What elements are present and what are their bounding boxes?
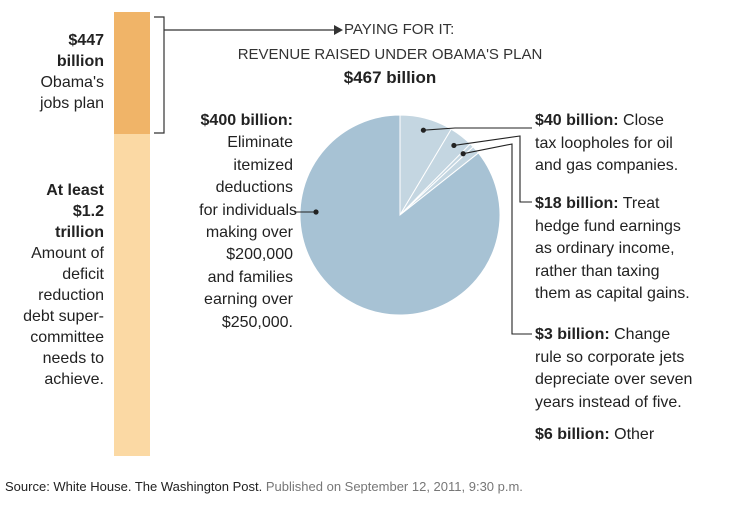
leader-lines: [294, 127, 532, 335]
deficit-amount-line1: At least: [46, 182, 104, 199]
slice-label-6: $6 billion: Other: [535, 424, 654, 447]
deficit-reduction-label: At least $1.2 trillion Amount of deficit…: [8, 180, 104, 390]
leader-dot-18: [451, 142, 457, 149]
leader-dot-400: [313, 209, 319, 215]
deficit-desc-0: Amount of: [31, 245, 104, 262]
deficit-desc-6: achieve.: [44, 371, 104, 388]
slice-desc-18-first: Treat: [622, 195, 660, 212]
slice-desc-400-7: earning over: [204, 291, 293, 309]
slice-desc-18-2: rather than taxing: [535, 262, 660, 280]
slice-label-400: $400 billion: Eliminate itemized deducti…: [150, 110, 297, 334]
slice-400: [299, 114, 501, 316]
slice-desc-3-2: years instead of five.: [535, 393, 682, 411]
slice-desc-400-1: itemized: [233, 156, 293, 174]
published-text: Published on September 12, 2011, 9:30 p.…: [265, 479, 523, 494]
deficit-desc-5: needs to: [42, 350, 104, 367]
slice-desc-400-5: $200,000: [226, 246, 293, 264]
slice-desc-3-first: Change: [614, 326, 671, 343]
slice-label-3: $3 billion: Change rule so corporate jet…: [535, 324, 692, 414]
slice-desc-18-0: hedge fund earnings: [535, 217, 681, 235]
source-line: Source: White House. The Washington Post…: [5, 479, 523, 494]
slice-amount-18: $18 billion:: [535, 195, 619, 212]
slice-desc-18-1: as ordinary income,: [535, 240, 675, 257]
slice-amount-3: $3 billion:: [535, 326, 610, 343]
pie-chart: [299, 114, 501, 316]
deficit-reduction-bar-segment: [114, 134, 150, 456]
deficit-desc-3: debt super-: [23, 308, 104, 325]
leader-line-40: [423, 127, 532, 131]
slice-amount-40: $40 billion:: [535, 112, 619, 129]
slice-amount-6: $6 billion:: [535, 426, 610, 443]
source-text: Source: White House. The Washington Post…: [5, 479, 263, 494]
slice-label-40: $40 billion: Close tax loopholes for oil…: [535, 110, 678, 178]
slice-desc-400-8: $250,000.: [221, 313, 293, 331]
slice-amount-400: $400 billion:: [200, 112, 293, 129]
slice-label-18: $18 billion: Treat hedge fund earnings a…: [535, 193, 690, 306]
deficit-desc-2: reduction: [38, 287, 104, 304]
leader-line-18: [453, 135, 532, 203]
deficit-desc-4: committee: [30, 329, 104, 346]
chart-title-line2: REVENUE RAISED UNDER OBAMA'S PLAN: [237, 46, 543, 63]
jobs-plan-line1: Obama's: [40, 74, 104, 91]
slice-desc-400-2: deductions: [215, 179, 293, 197]
slice-desc-400-4: making over: [205, 224, 293, 242]
jobs-plan-line2: jobs plan: [39, 95, 104, 112]
slice-desc-40-1: and gas companies.: [535, 157, 679, 174]
chart-total: $467 billion: [343, 68, 437, 87]
leader-line-3: [463, 143, 532, 335]
slice-desc-3-1: depreciate over seven: [535, 371, 693, 388]
arrow-head-icon: [334, 25, 343, 35]
leader-dot-40: [420, 127, 426, 133]
slice-desc-400-0: Eliminate: [227, 134, 293, 152]
slice-desc-40-0: tax loopholes for oil: [535, 134, 673, 152]
deficit-amount-line2: $1.2: [72, 203, 104, 220]
slice-desc-18-3: them as capital gains.: [535, 285, 690, 302]
deficit-amount-line3: trillion: [55, 224, 104, 241]
chart-title-line1: PAYING FOR IT:: [344, 21, 455, 38]
slice-desc-400-3: for individuals: [199, 201, 297, 219]
bracket-arrow: [154, 16, 334, 134]
jobs-plan-amount: $447 billion: [56, 32, 104, 70]
slice-desc-400-6: and families: [207, 268, 293, 286]
deficit-desc-1: deficit: [62, 266, 104, 283]
jobs-plan-bar-segment: [114, 12, 150, 134]
leader-dot-3: [460, 151, 466, 157]
jobs-plan-label: $447 billion Obama's jobs plan: [8, 30, 104, 114]
slice-desc-3-0: rule so corporate jets: [535, 348, 685, 366]
slice-desc-40-first: Close: [623, 112, 664, 129]
slice-desc-6-first: Other: [614, 426, 655, 443]
